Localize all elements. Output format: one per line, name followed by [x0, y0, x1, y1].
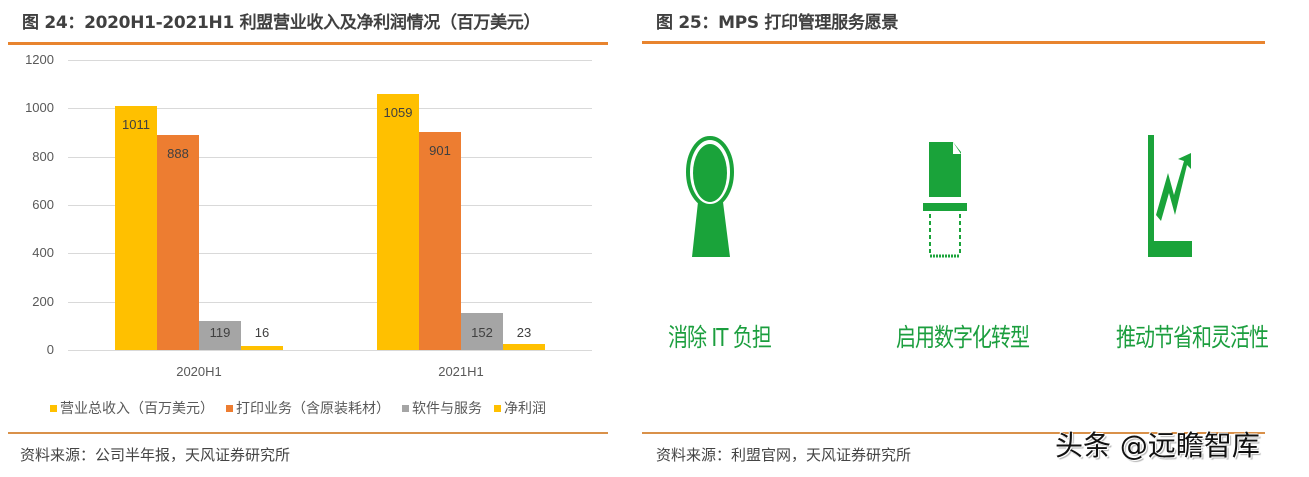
document-scan-icon — [920, 140, 970, 260]
bar-value-label: 152 — [471, 325, 493, 340]
bar-value-label: 23 — [516, 325, 532, 340]
y-tick-label: 800 — [32, 149, 54, 164]
legend-label: 软件与服务 — [412, 401, 482, 417]
vision-label-2: 启用数字化转型 — [896, 322, 1030, 352]
legend-swatch — [50, 404, 57, 412]
legend-item: 软件与服务 — [402, 398, 482, 418]
title-divider — [642, 41, 1265, 44]
source-divider — [8, 432, 608, 434]
figure-24-panel: 图 24：2020H1-2021H1 利盟营业收入及净利润情况（百万美元） 0 2… — [0, 0, 640, 477]
bar-value-label: 16 — [254, 325, 270, 340]
title-divider — [8, 42, 608, 45]
source-divider — [642, 432, 1265, 434]
legend-item: 净利润 — [494, 398, 546, 418]
vision-label-1: 消除 IT 负担 — [668, 322, 772, 352]
bar — [419, 132, 461, 350]
bar — [199, 321, 241, 350]
y-tick-label: 1200 — [25, 52, 54, 67]
legend-label: 净利润 — [504, 401, 546, 417]
chart-legend: 营业总收入（百万美元） 打印业务（含原装耗材） 软件与服务 净利润 — [50, 398, 546, 418]
legend-swatch — [402, 404, 409, 412]
figure-24-title: 图 24：2020H1-2021H1 利盟营业收入及净利润情况（百万美元） — [22, 13, 541, 33]
bar — [115, 105, 157, 350]
gridline — [68, 108, 592, 109]
y-tick-label: 600 — [32, 197, 54, 212]
gridline — [68, 302, 592, 303]
watermark: 头条 @远瞻智库 — [1055, 429, 1260, 462]
vision-label-3: 推动节省和灵活性 — [1116, 322, 1269, 352]
headset-person-icon — [680, 130, 740, 260]
figure-25-source: 资料来源：利盟官网，天风证券研究所 — [656, 446, 912, 464]
y-tick-label: 1000 — [25, 100, 54, 115]
gridline — [68, 205, 592, 206]
figure-25-title: 图 25：MPS 打印管理服务愿景 — [656, 13, 899, 33]
figure-24-source: 资料来源：公司半年报，天风证券研究所 — [20, 446, 291, 464]
bar — [241, 346, 283, 350]
bar-value-label: 901 — [429, 143, 451, 159]
legend-item: 打印业务（含原装耗材） — [226, 398, 390, 418]
bar — [157, 135, 199, 350]
y-tick-label: 0 — [46, 342, 54, 357]
figure-25-panel: 图 25：MPS 打印管理服务愿景 消除 IT 负担 启用数字化转型 推动节省和… — [640, 0, 1309, 477]
legend-label: 打印业务（含原装耗材） — [236, 401, 390, 417]
bar-value-label: 119 — [209, 325, 231, 340]
legend-label: 营业总收入（百万美元） — [60, 401, 214, 417]
y-tick-label: 400 — [32, 245, 54, 260]
bar-value-label: 888 — [167, 146, 189, 162]
gridline — [68, 157, 592, 158]
y-tick-label: 200 — [32, 294, 54, 309]
x-axis-label: 2020H1 — [176, 364, 222, 379]
gridline — [68, 350, 592, 351]
bar — [377, 94, 419, 350]
legend-swatch — [226, 404, 233, 412]
growth-chart-icon — [1146, 133, 1196, 258]
legend-swatch — [494, 404, 501, 412]
bar — [503, 344, 545, 350]
x-axis-label: 2021H1 — [438, 364, 484, 379]
legend-item: 营业总收入（百万美元） — [50, 398, 214, 418]
bar-value-label: 1011 — [122, 116, 150, 132]
gridline — [68, 253, 592, 254]
bar — [461, 313, 503, 350]
bar-value-label: 1059 — [383, 105, 413, 121]
gridline — [68, 60, 592, 61]
